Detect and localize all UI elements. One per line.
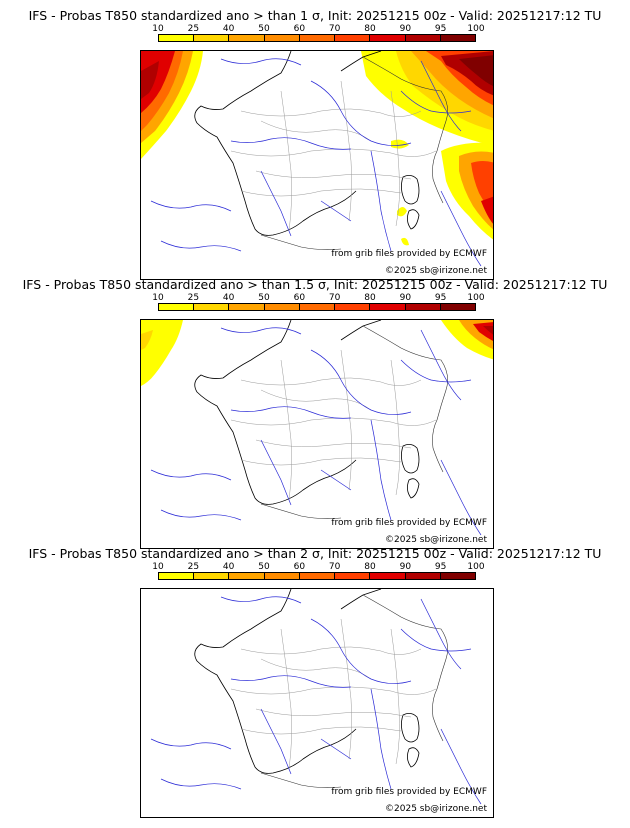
panel-title: IFS - Probas T850 standardized ano > tha… (22, 277, 608, 292)
colorbar-tick-label: 60 (293, 24, 306, 34)
colorbar-labels: 10 25 40 50 60 70 80 90 95 100 (152, 562, 484, 572)
coastline (194, 589, 420, 774)
colorbar-segment (370, 35, 406, 41)
colorbar-segment (229, 35, 265, 41)
colorbar-tick-label: 25 (187, 562, 200, 572)
colorbar-segment (264, 304, 300, 310)
colorbar-tick-label: 10 (152, 562, 164, 572)
colorbar-tick-label: 80 (364, 24, 376, 34)
colorbar (158, 303, 476, 311)
colorbar-segment (440, 304, 475, 310)
rivers (150, 327, 482, 536)
colorbar-tick-label: 80 (364, 562, 376, 572)
colorbar-tick-label: 25 (187, 24, 200, 34)
probability-map: from grib files provided by ECMWF ©2025 … (140, 50, 494, 280)
coastline (194, 51, 420, 236)
colorbar-segment (370, 304, 406, 310)
colorbar-tick-label: 40 (222, 24, 235, 34)
colorbar-tick-label: 70 (328, 24, 341, 34)
colorbar-segment (264, 573, 300, 579)
colorbar-segment (159, 573, 195, 579)
colorbar-segment (299, 304, 336, 310)
colorbar-segment (229, 573, 265, 579)
probability-area-atlantic (141, 320, 183, 386)
colorbar-tick-label: 60 (293, 293, 306, 303)
regional-boundaries (230, 80, 437, 232)
colorbar-segment (229, 304, 265, 310)
colorbar-tick-label: 50 (258, 293, 270, 303)
copyright-credit: ©2025 sb@irizone.net (385, 535, 487, 545)
colorbar-segment (194, 573, 230, 579)
colorbar-labels: 10 25 40 50 60 70 80 90 95 100 (152, 24, 484, 34)
copyright-credit: ©2025 sb@irizone.net (385, 266, 487, 276)
probability-map: from grib files provided by ECMWF ©2025 … (140, 588, 494, 818)
panel-title: IFS - Probas T850 standardized ano > tha… (28, 546, 602, 561)
colorbar-segment (299, 573, 336, 579)
colorbar-segment (335, 35, 371, 41)
colorbar-segment (440, 35, 475, 41)
colorbar-tick-label: 10 (152, 293, 164, 303)
colorbar-segment (335, 304, 371, 310)
copyright-credit: ©2025 sb@irizone.net (385, 804, 487, 814)
rivers (150, 58, 482, 267)
colorbar-tick-label: 80 (364, 293, 376, 303)
colorbar-tick-label: 40 (222, 562, 235, 572)
source-credit: from grib files provided by ECMWF (331, 518, 487, 528)
map-panel-3: IFS - Probas T850 standardized ano > tha… (0, 546, 630, 821)
regional-boundaries (230, 618, 437, 770)
colorbar-tick-label: 10 (152, 24, 164, 34)
colorbar-tick-label: 100 (467, 293, 485, 303)
probability-map: from grib files provided by ECMWF ©2025 … (140, 319, 494, 549)
colorbar-segment (299, 35, 336, 41)
colorbar-segment (264, 35, 300, 41)
colorbar-tick-label: 100 (467, 562, 485, 572)
source-credit: from grib files provided by ECMWF (331, 787, 487, 797)
map-svg (150, 589, 482, 805)
colorbar-segment (405, 573, 441, 579)
probability-area-northeast (361, 51, 493, 146)
map-svg (141, 320, 493, 536)
map-panel-1: IFS - Probas T850 standardized ano > tha… (0, 8, 630, 280)
country-borders (260, 325, 448, 519)
colorbar (158, 34, 476, 42)
colorbar-tick-label: 95 (434, 562, 447, 572)
map-svg (141, 51, 493, 267)
colorbar-tick-label: 60 (293, 562, 306, 572)
colorbar-segment (405, 304, 441, 310)
colorbar-segment (159, 304, 195, 310)
colorbar-segment (440, 573, 475, 579)
colorbar-segment (370, 573, 406, 579)
colorbar-tick-label: 25 (187, 293, 200, 303)
colorbar-tick-label: 90 (399, 562, 412, 572)
colorbar-tick-label: 50 (258, 24, 270, 34)
colorbar (158, 572, 476, 580)
colorbar-tick-label: 70 (328, 562, 341, 572)
panel-title: IFS - Probas T850 standardized ano > tha… (28, 8, 602, 23)
colorbar-segment (194, 35, 230, 41)
colorbar-tick-label: 95 (434, 24, 447, 34)
colorbar-segment (405, 35, 441, 41)
rivers (150, 596, 482, 805)
colorbar-tick-label: 95 (434, 293, 447, 303)
colorbar-tick-label: 70 (328, 293, 341, 303)
probability-area-northeast (441, 320, 493, 360)
colorbar-tick-label: 90 (399, 293, 412, 303)
colorbar-labels: 10 25 40 50 60 70 80 90 95 100 (152, 293, 484, 303)
colorbar-segment (194, 304, 230, 310)
colorbar-tick-label: 90 (399, 24, 412, 34)
country-borders (260, 56, 448, 250)
country-borders (260, 594, 448, 788)
regional-boundaries (230, 349, 437, 501)
source-credit: from grib files provided by ECMWF (331, 249, 487, 259)
map-panel-2: IFS - Probas T850 standardized ano > tha… (0, 277, 630, 549)
probability-area-southeast (391, 139, 493, 246)
probability-area-atlantic (141, 51, 203, 159)
coastline (194, 320, 420, 505)
colorbar-segment (335, 573, 371, 579)
colorbar-tick-label: 100 (467, 24, 485, 34)
colorbar-tick-label: 40 (222, 293, 235, 303)
colorbar-tick-label: 50 (258, 562, 270, 572)
colorbar-segment (159, 35, 195, 41)
